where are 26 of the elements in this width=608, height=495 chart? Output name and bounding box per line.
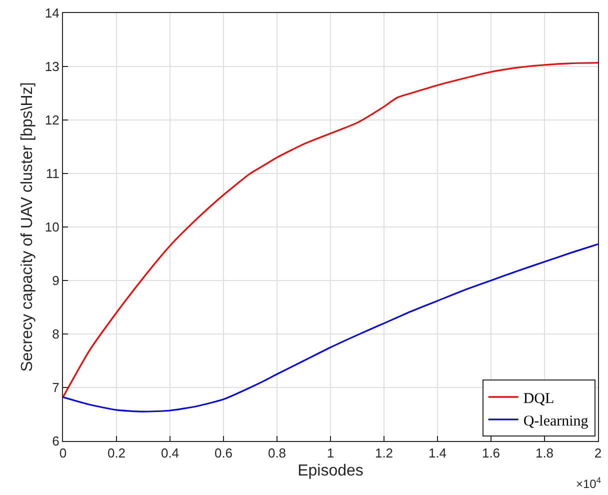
y-tick-label: 12 <box>44 112 60 128</box>
x-tick-label: 1.2 <box>374 446 394 461</box>
y-tick-label: 10 <box>44 220 60 235</box>
y-tick-label: 14 <box>44 6 60 21</box>
y-tick-label: 9 <box>52 273 60 288</box>
y-tick-label: 13 <box>44 59 60 74</box>
line-series <box>63 243 598 412</box>
x-tick-label: 0.8 <box>268 446 286 461</box>
y-tick-label: 8 <box>52 326 60 342</box>
x-tick-label: 0.2 <box>107 446 126 461</box>
x-tick-label: 0.6 <box>214 446 233 461</box>
y-tick-label: 6 <box>52 434 60 449</box>
x-tick-label: 1 <box>326 446 334 461</box>
legend-label: Q-learning <box>523 413 589 430</box>
y-axis-title: Secrecy capacity of UAV cluster [bps\Hz] <box>18 82 36 372</box>
x-tick-label: 1.4 <box>428 446 447 461</box>
x-tick-label: 1.8 <box>535 446 554 461</box>
y-tick-label: 7 <box>52 380 60 396</box>
legend-label: DQL <box>523 390 554 407</box>
x-tick-label: 0.4 <box>160 446 180 461</box>
x-axis-title: Episodes <box>298 462 364 480</box>
x-tick-label: 0 <box>59 446 67 461</box>
y-tick-label: 11 <box>46 166 60 182</box>
x-tick-label: 2 <box>594 446 602 461</box>
x-tick-label: 1.6 <box>482 446 500 461</box>
text: ×10$^{4}$ <box>576 475 602 492</box>
